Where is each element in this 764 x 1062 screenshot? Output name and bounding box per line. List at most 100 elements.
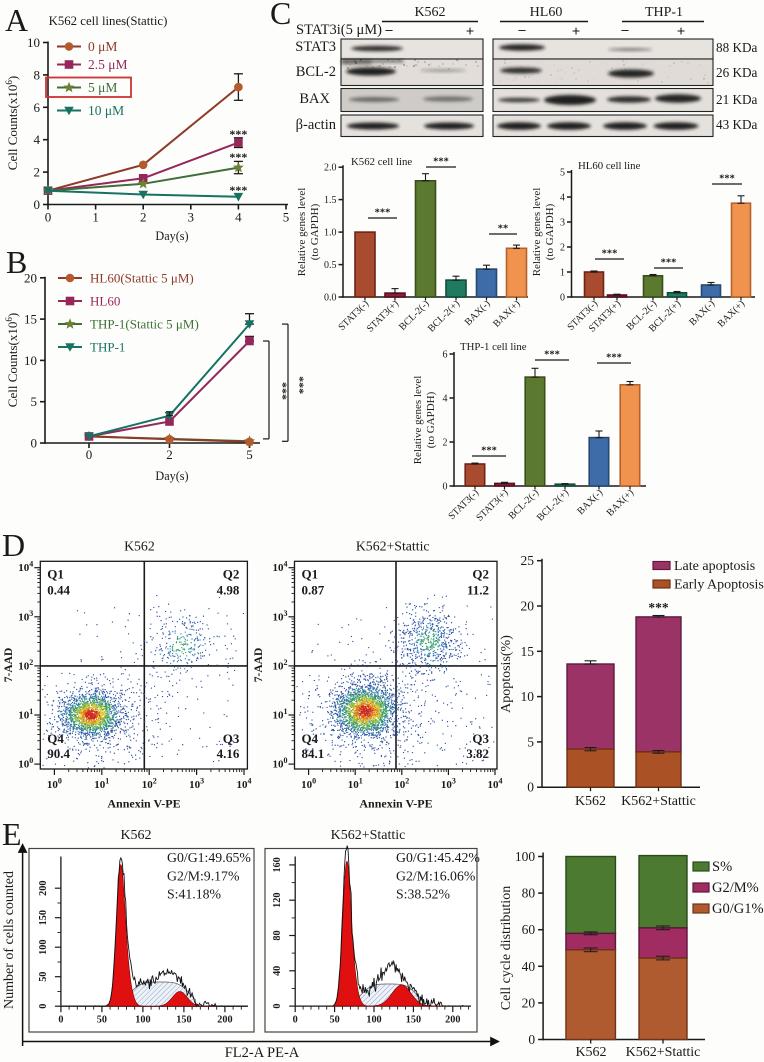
svg-text:***: *** — [481, 446, 497, 457]
svg-text:S%: S% — [712, 859, 732, 875]
svg-text:(to GAPDH): (to GAPDH) — [544, 203, 556, 260]
svg-text:0: 0 — [38, 1004, 49, 1009]
svg-text:***: *** — [648, 600, 669, 615]
svg-text:D: D — [2, 527, 25, 563]
svg-text:0: 0 — [293, 1015, 298, 1026]
svg-text:20: 20 — [522, 995, 536, 1010]
svg-text:2.0: 2.0 — [324, 163, 337, 174]
svg-text:Day(s): Day(s) — [155, 469, 188, 483]
svg-text:(to GAPDH): (to GAPDH) — [309, 203, 321, 260]
svg-text:S:41.18%: S:41.18% — [167, 887, 222, 902]
svg-text:150: 150 — [406, 1015, 421, 1026]
svg-text:S:38.52%: S:38.52% — [396, 887, 451, 902]
svg-text:C: C — [270, 0, 291, 31]
svg-text:4: 4 — [235, 210, 242, 225]
svg-text:0: 0 — [45, 210, 52, 225]
svg-text:26 KDa: 26 KDa — [716, 65, 758, 80]
svg-text:Q3: Q3 — [223, 731, 240, 746]
svg-text:7-AAD: 7-AAD — [253, 648, 265, 683]
svg-text:STAT3i(5 μM): STAT3i(5 μM) — [296, 22, 382, 38]
svg-text:0: 0 — [86, 447, 93, 462]
svg-text:80: 80 — [272, 930, 283, 940]
svg-text:150: 150 — [38, 910, 49, 925]
svg-text:–: – — [621, 23, 630, 38]
svg-text:0.87: 0.87 — [302, 582, 325, 597]
svg-text:4.16: 4.16 — [217, 746, 240, 761]
svg-text:β-actin: β-actin — [296, 117, 337, 133]
svg-text:7-AAD: 7-AAD — [3, 648, 15, 683]
svg-text:40: 40 — [272, 966, 283, 976]
svg-text:K562+Stattic: K562+Stattic — [356, 538, 430, 553]
svg-text:–: – — [518, 23, 527, 38]
svg-text:–: – — [385, 23, 394, 38]
svg-text:BAX: BAX — [299, 91, 330, 107]
svg-text:***: *** — [661, 258, 677, 269]
svg-text:50: 50 — [97, 1015, 107, 1026]
svg-text:FL2-A PE-A: FL2-A PE-A — [225, 1045, 300, 1061]
svg-text:5: 5 — [31, 394, 38, 409]
svg-text:G2/M%: G2/M% — [712, 880, 759, 896]
svg-text:***: *** — [229, 183, 247, 197]
svg-text:60: 60 — [522, 922, 536, 937]
svg-text:2: 2 — [560, 243, 565, 254]
svg-text:2: 2 — [140, 210, 147, 225]
svg-text:2: 2 — [166, 447, 173, 462]
svg-text:5 μM: 5 μM — [88, 80, 117, 95]
svg-text:2.5 μM: 2.5 μM — [88, 57, 128, 72]
svg-text:3: 3 — [560, 218, 565, 229]
svg-text:Annexin V-PE: Annexin V-PE — [107, 797, 180, 811]
svg-text:HL60(Stattic 5 μM): HL60(Stattic 5 μM) — [90, 271, 194, 286]
svg-text:90.4: 90.4 — [47, 746, 70, 761]
svg-text:E: E — [2, 816, 22, 852]
svg-text:0: 0 — [527, 780, 534, 795]
svg-text:STAT3: STAT3 — [295, 39, 336, 55]
svg-text:Cell Counts(x106): Cell Counts(x106) — [4, 313, 20, 407]
svg-text:Q3: Q3 — [472, 731, 489, 746]
svg-text:2: 2 — [443, 438, 448, 449]
svg-text:K562 cell lines(Stattic): K562 cell lines(Stattic) — [49, 14, 168, 28]
svg-text:Cell Counts(x106): Cell Counts(x106) — [4, 76, 20, 170]
svg-text:Relative genes level: Relative genes level — [296, 188, 308, 277]
svg-text:10 μM: 10 μM — [88, 103, 124, 118]
svg-text:0: 0 — [34, 197, 41, 212]
svg-text:0.0: 0.0 — [324, 293, 337, 304]
svg-text:K562: K562 — [575, 794, 606, 809]
svg-text:***: *** — [433, 157, 449, 168]
svg-text:4.98: 4.98 — [217, 582, 240, 597]
svg-text:8: 8 — [34, 67, 41, 82]
svg-text:100: 100 — [135, 1015, 150, 1026]
svg-text:0.5: 0.5 — [324, 260, 337, 271]
svg-text:0: 0 — [443, 482, 448, 493]
svg-text:Q4: Q4 — [302, 731, 319, 746]
svg-text:5: 5 — [527, 734, 534, 749]
svg-text:6: 6 — [443, 350, 448, 361]
svg-text:1: 1 — [92, 210, 99, 225]
svg-text:K562: K562 — [575, 1045, 606, 1060]
svg-text:43 KDa: 43 KDa — [716, 117, 758, 132]
svg-text:K562 cell line: K562 cell line — [351, 156, 412, 168]
svg-text:0.44: 0.44 — [47, 582, 70, 597]
svg-text:0: 0 — [272, 1004, 283, 1009]
svg-text:***: *** — [719, 174, 735, 185]
svg-text:THP-1 cell line: THP-1 cell line — [460, 341, 527, 353]
svg-text:160: 160 — [272, 857, 283, 872]
svg-text:***: *** — [276, 382, 290, 400]
svg-text:K562+Stattic: K562+Stattic — [626, 1045, 701, 1060]
svg-text:K562+Stattic: K562+Stattic — [331, 828, 406, 843]
svg-text:25: 25 — [521, 553, 535, 568]
svg-text:THP-1: THP-1 — [90, 340, 125, 355]
svg-text:100: 100 — [366, 1015, 381, 1026]
svg-text:21 KDa: 21 KDa — [716, 92, 758, 107]
svg-text:1.0: 1.0 — [324, 228, 337, 239]
svg-text:A: A — [5, 2, 28, 38]
svg-text:Q1: Q1 — [302, 566, 319, 581]
svg-text:10: 10 — [521, 689, 535, 704]
svg-text:G2/M:9.17%: G2/M:9.17% — [167, 868, 240, 883]
svg-text:0: 0 — [560, 293, 565, 304]
svg-text:120: 120 — [272, 893, 283, 908]
svg-text:200: 200 — [38, 881, 49, 896]
svg-text:88 KDa: 88 KDa — [716, 40, 758, 55]
svg-text:100: 100 — [515, 849, 536, 864]
svg-text:0: 0 — [528, 1032, 535, 1047]
svg-text:K562+Stattic: K562+Stattic — [621, 794, 696, 809]
